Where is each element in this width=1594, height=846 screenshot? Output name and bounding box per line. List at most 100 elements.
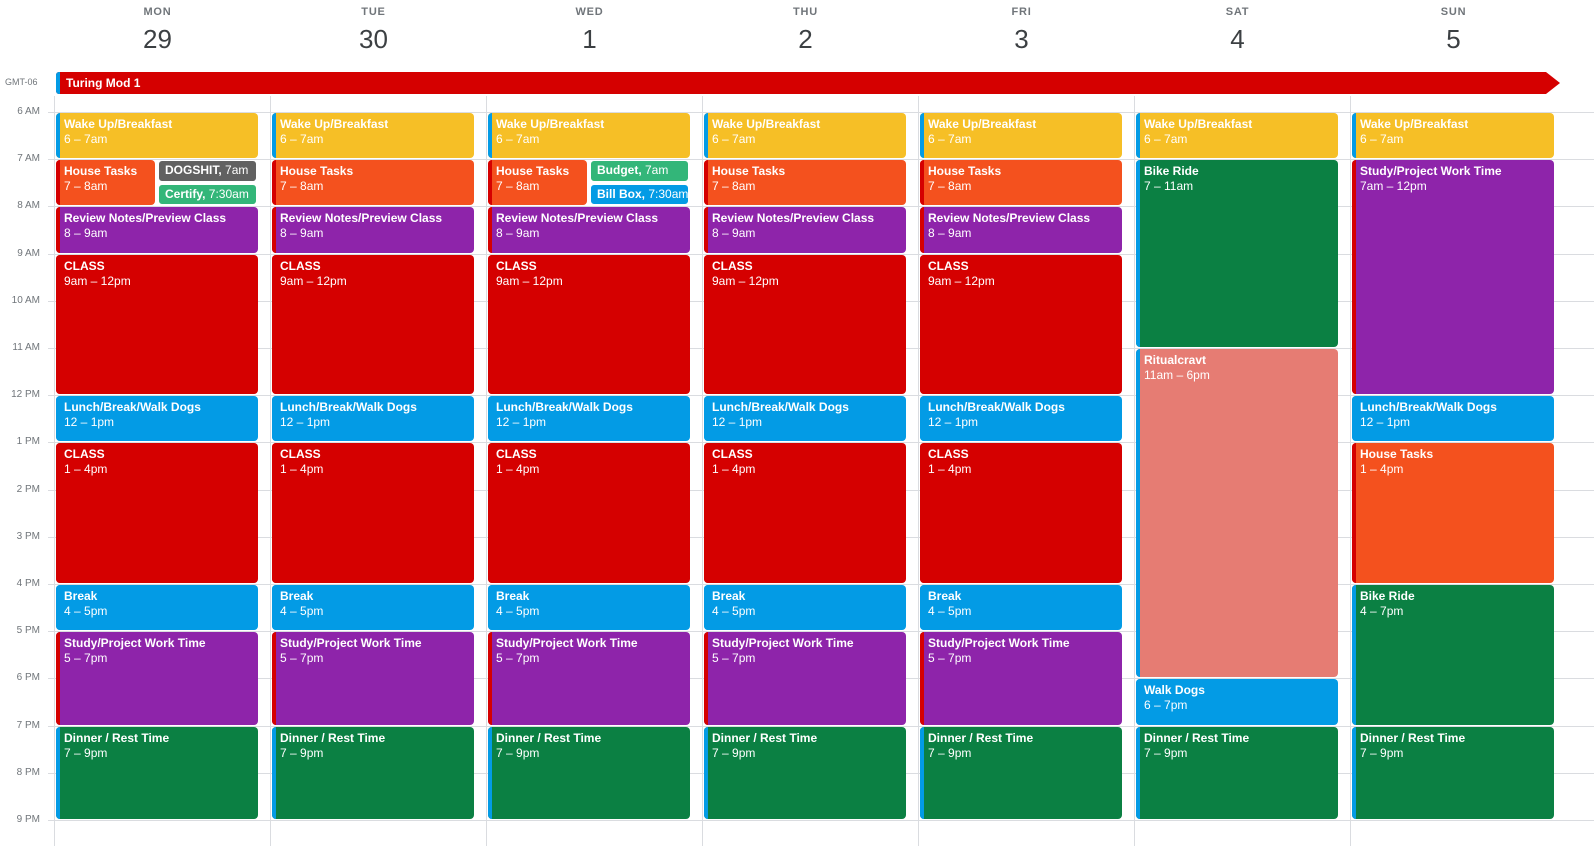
day-header[interactable]: THU 2 — [698, 0, 913, 60]
bill-box-event[interactable]: Bill Box, 7:30am — [590, 183, 689, 206]
house-tasks-event[interactable]: House Tasks 7 – 8am — [920, 160, 1122, 206]
review-notes-preview-class-event[interactable]: Review Notes/Preview Class 8 – 9am — [704, 207, 906, 253]
dinner-rest-time-event[interactable]: Dinner / Rest Time 7 – 9pm — [56, 726, 258, 819]
wake-up-breakfast-event[interactable]: Wake Up/Breakfast 6 – 7am — [920, 113, 1122, 159]
lunch-break-walk-dogs-event[interactable]: Lunch/Break/Walk Dogs 12 – 1pm — [704, 396, 906, 442]
event-time: 5 – 7pm — [496, 651, 540, 666]
dinner-rest-time-event[interactable]: Dinner / Rest Time 7 – 9pm — [1352, 726, 1554, 819]
walk-dogs-event[interactable]: Walk Dogs 6 – 7pm — [1136, 679, 1338, 725]
house-tasks-event[interactable]: House Tasks 1 – 4pm — [1352, 443, 1554, 583]
dogshit-event[interactable]: DOGSHIT, 7am — [158, 160, 257, 182]
study-project-work-time-event[interactable]: Study/Project Work Time 5 – 7pm — [488, 632, 690, 725]
dinner-rest-time-event[interactable]: Dinner / Rest Time 7 – 9pm — [704, 726, 906, 819]
study-project-work-time-event[interactable]: Study/Project Work Time 5 – 7pm — [56, 632, 258, 725]
day-divider — [702, 96, 703, 846]
dinner-rest-time-event[interactable]: Dinner / Rest Time 7 – 9pm — [272, 726, 474, 819]
all-day-event[interactable]: Turing Mod 1 — [56, 72, 1546, 94]
event-title: Wake Up/Breakfast — [928, 117, 1037, 131]
day-header[interactable]: MON 29 — [50, 0, 265, 60]
class-event[interactable]: CLASS 1 – 4pm — [920, 443, 1122, 583]
color-accent-strip — [272, 160, 276, 206]
break-event[interactable]: Break 4 – 5pm — [488, 585, 690, 631]
color-accent-strip — [56, 585, 60, 631]
review-notes-preview-class-event[interactable]: Review Notes/Preview Class 8 – 9am — [272, 207, 474, 253]
study-project-work-time-event[interactable]: Study/Project Work Time 7am – 12pm — [1352, 160, 1554, 395]
color-accent-strip — [704, 726, 708, 819]
class-event[interactable]: CLASS 9am – 12pm — [920, 254, 1122, 395]
lunch-break-walk-dogs-event[interactable]: Lunch/Break/Walk Dogs 12 – 1pm — [56, 396, 258, 442]
budget-event[interactable]: Budget, 7am — [590, 160, 689, 182]
class-event[interactable]: CLASS 1 – 4pm — [488, 443, 690, 583]
review-notes-preview-class-event[interactable]: Review Notes/Preview Class 8 – 9am — [56, 207, 258, 253]
review-notes-preview-class-event[interactable]: Review Notes/Preview Class 8 – 9am — [488, 207, 690, 253]
dinner-rest-time-event[interactable]: Dinner / Rest Time 7 – 9pm — [920, 726, 1122, 819]
day-number[interactable]: 4 — [1230, 24, 1245, 54]
day-number[interactable]: 30 — [359, 24, 388, 54]
event-time: 8 – 9am — [712, 226, 756, 241]
certify-event[interactable]: Certify, 7:30am — [158, 183, 257, 206]
day-number[interactable]: 2 — [798, 24, 813, 54]
bike-ride-event[interactable]: Bike Ride 4 – 7pm — [1352, 585, 1554, 725]
day-number[interactable]: 1 — [582, 24, 597, 54]
event-time: 4 – 5pm — [280, 604, 324, 618]
wake-up-breakfast-event[interactable]: Wake Up/Breakfast 6 – 7am — [272, 113, 474, 159]
hour-label: 9 PM — [16, 814, 40, 825]
lunch-break-walk-dogs-event[interactable]: Lunch/Break/Walk Dogs 12 – 1pm — [1352, 396, 1554, 442]
lunch-break-walk-dogs-event[interactable]: Lunch/Break/Walk Dogs 12 – 1pm — [920, 396, 1122, 442]
day-header[interactable]: SAT 4 — [1130, 0, 1345, 60]
event-title: Break — [928, 589, 962, 603]
lunch-break-walk-dogs-event[interactable]: Lunch/Break/Walk Dogs 12 – 1pm — [488, 396, 690, 442]
wake-up-breakfast-event[interactable]: Wake Up/Breakfast 6 – 7am — [1136, 113, 1338, 159]
continues-arrow-icon — [1546, 72, 1560, 94]
break-event[interactable]: Break 4 – 5pm — [56, 585, 258, 631]
house-tasks-event[interactable]: House Tasks 7 – 8am — [272, 160, 474, 206]
study-project-work-time-event[interactable]: Study/Project Work Time 5 – 7pm — [272, 632, 474, 725]
color-accent-strip — [272, 254, 276, 395]
study-project-work-time-event[interactable]: Study/Project Work Time 5 – 7pm — [920, 632, 1122, 725]
lunch-break-walk-dogs-event[interactable]: Lunch/Break/Walk Dogs 12 – 1pm — [272, 396, 474, 442]
event-title: Dinner / Rest Time — [64, 730, 170, 745]
wake-up-breakfast-event[interactable]: Wake Up/Breakfast 6 – 7am — [704, 113, 906, 159]
class-event[interactable]: CLASS 9am – 12pm — [56, 254, 258, 395]
house-tasks-event[interactable]: House Tasks 7 – 8am — [56, 160, 155, 206]
break-event[interactable]: Break 4 – 5pm — [272, 585, 474, 631]
event-title: Review Notes/Preview Class — [496, 211, 659, 226]
hour-label: 11 AM — [12, 342, 40, 353]
event-time: 8 – 9am — [280, 226, 324, 241]
wake-up-breakfast-event[interactable]: Wake Up/Breakfast 6 – 7am — [488, 113, 690, 159]
hour-gridline — [48, 206, 1594, 208]
dinner-rest-time-event[interactable]: Dinner / Rest Time 7 – 9pm — [488, 726, 690, 819]
day-number[interactable]: 3 — [1014, 24, 1029, 54]
review-notes-preview-class-event[interactable]: Review Notes/Preview Class 8 – 9am — [920, 207, 1122, 253]
break-event[interactable]: Break 4 – 5pm — [920, 585, 1122, 631]
bike-ride-event[interactable]: Bike Ride 7 – 11am — [1136, 160, 1338, 347]
day-number[interactable]: 5 — [1446, 24, 1461, 54]
event-title: Bike Ride — [1144, 164, 1199, 179]
house-tasks-event[interactable]: House Tasks 7 – 8am — [704, 160, 906, 206]
event-time: 6 – 7am — [496, 132, 540, 146]
event-time: 7:30am — [648, 186, 689, 201]
ritualcravt-event[interactable]: Ritualcravt 11am – 6pm — [1136, 349, 1338, 678]
class-event[interactable]: CLASS 9am – 12pm — [272, 254, 474, 395]
day-header[interactable]: SUN 5 — [1346, 0, 1561, 60]
wake-up-breakfast-event[interactable]: Wake Up/Breakfast 6 – 7am — [56, 113, 258, 159]
wake-up-breakfast-event[interactable]: Wake Up/Breakfast 6 – 7am — [1352, 113, 1554, 159]
class-event[interactable]: CLASS 1 – 4pm — [56, 443, 258, 583]
day-number[interactable]: 29 — [143, 24, 172, 54]
break-event[interactable]: Break 4 – 5pm — [704, 585, 906, 631]
dinner-rest-time-event[interactable]: Dinner / Rest Time 7 – 9pm — [1136, 726, 1338, 819]
day-header[interactable]: FRI 3 — [914, 0, 1129, 60]
event-time: 1 – 4pm — [64, 462, 108, 477]
class-event[interactable]: CLASS 1 – 4pm — [704, 443, 906, 583]
event-title: House Tasks — [712, 164, 786, 179]
class-event[interactable]: CLASS 9am – 12pm — [704, 254, 906, 395]
class-event[interactable]: CLASS 1 – 4pm — [272, 443, 474, 583]
event-time: 7am – 12pm — [1360, 179, 1427, 194]
day-header[interactable]: TUE 30 — [266, 0, 481, 60]
class-event[interactable]: CLASS 9am – 12pm — [488, 254, 690, 395]
day-header[interactable]: WED 1 — [482, 0, 697, 60]
study-project-work-time-event[interactable]: Study/Project Work Time 5 – 7pm — [704, 632, 906, 725]
house-tasks-event[interactable]: House Tasks 7 – 8am — [488, 160, 587, 206]
event-title: CLASS — [64, 258, 105, 273]
event-title: Study/Project Work Time — [1360, 164, 1502, 179]
